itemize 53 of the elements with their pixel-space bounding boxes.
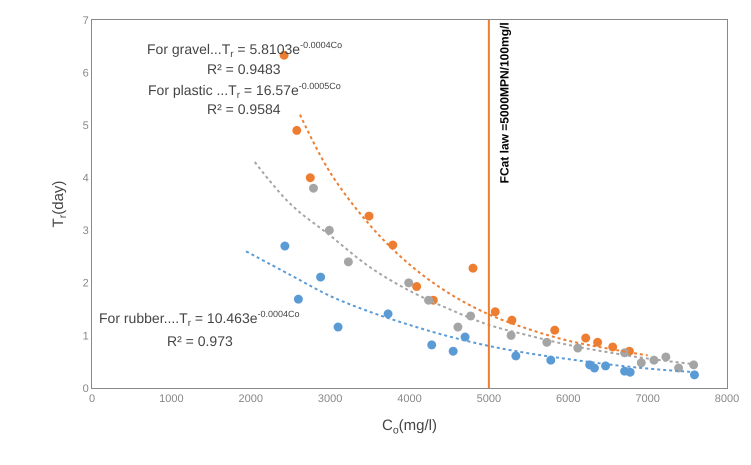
point xyxy=(308,184,318,193)
annotation: For plastic ...T$_{r}$ = 16.57e$^{-0.0005Co}$ xyxy=(148,81,341,101)
point xyxy=(636,358,646,368)
y-tick-label: 7 xyxy=(82,14,89,27)
point xyxy=(593,338,602,347)
point xyxy=(550,326,560,335)
y-tick-label: 1 xyxy=(82,330,89,342)
annotation: R² = 0.973 xyxy=(167,333,233,349)
point xyxy=(581,334,590,343)
x-tick-label: 2000 xyxy=(238,393,263,406)
y-tick-label: 6 xyxy=(82,67,89,80)
point xyxy=(626,368,635,377)
point xyxy=(334,322,343,332)
point xyxy=(427,340,436,350)
point xyxy=(364,212,374,221)
x-tick-label: 7000 xyxy=(635,393,660,406)
point xyxy=(324,226,334,235)
x-tick-label: 6000 xyxy=(556,393,580,406)
annotation: R² = 0.9584 xyxy=(207,101,281,117)
point xyxy=(506,330,516,340)
point xyxy=(661,352,670,362)
point xyxy=(590,364,599,373)
x-tick-label: 4000 xyxy=(397,393,422,406)
point xyxy=(384,309,393,318)
annotation: For rubber....T$_{r}$ = 10.463e$^{-0.0004Co}$ xyxy=(99,309,300,329)
point xyxy=(344,257,353,266)
annotation: For gravel...T$_{r}$ = 5.8103e$^{-0.0004Co}$ xyxy=(147,40,342,60)
y-tick-label: 2 xyxy=(82,278,89,290)
annotation: R² = 0.9483 xyxy=(207,61,281,77)
x-tick-label: 5000 xyxy=(476,393,502,406)
point xyxy=(306,173,315,182)
point xyxy=(292,126,302,135)
point xyxy=(468,264,478,273)
y-tick-label: 5 xyxy=(82,120,89,132)
y-tick-label: 4 xyxy=(82,172,89,185)
y-tick-label: 0 xyxy=(82,382,89,395)
point xyxy=(448,346,458,356)
point xyxy=(490,307,500,316)
ref-line-label: FCat law =5000MPN/100mg/l xyxy=(497,22,512,184)
x-axis-title: C$_{o}$(mg/l) xyxy=(382,417,438,436)
x-tick-label: 8000 xyxy=(714,393,740,406)
point xyxy=(280,242,290,251)
x-tick-label: 3000 xyxy=(318,393,342,406)
point xyxy=(294,294,303,304)
point xyxy=(404,278,414,288)
point xyxy=(412,282,422,292)
y-tick-label: 3 xyxy=(82,225,89,238)
x-tick-label: 1000 xyxy=(159,393,184,406)
point xyxy=(316,272,326,282)
point xyxy=(453,322,462,332)
point xyxy=(511,351,520,360)
point xyxy=(690,370,699,380)
point xyxy=(460,332,470,342)
